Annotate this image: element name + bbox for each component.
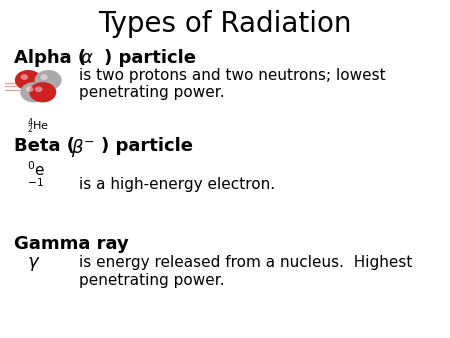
- Text: is two protons and two neutrons; lowest
penetrating power.: is two protons and two neutrons; lowest …: [79, 68, 385, 100]
- Circle shape: [26, 87, 33, 92]
- Circle shape: [21, 74, 28, 80]
- Text: $^{-1}$: $^{-1}$: [27, 179, 44, 194]
- Text: is a high-energy electron.: is a high-energy electron.: [79, 177, 275, 192]
- Text: $\alpha$: $\alpha$: [80, 49, 94, 67]
- Text: Alpha (: Alpha (: [14, 49, 86, 67]
- Circle shape: [35, 70, 62, 90]
- Text: $\beta^{-}$: $\beta^{-}$: [71, 137, 95, 159]
- Circle shape: [20, 82, 47, 102]
- Text: ) particle: ) particle: [101, 137, 193, 155]
- Circle shape: [35, 87, 42, 92]
- Text: Types of Radiation: Types of Radiation: [98, 10, 352, 38]
- Text: is energy released from a nucleus.  Highest
penetrating power.: is energy released from a nucleus. Highe…: [79, 255, 412, 288]
- Text: ) particle: ) particle: [104, 49, 195, 67]
- Text: $\gamma$: $\gamma$: [27, 255, 40, 273]
- Circle shape: [40, 74, 48, 80]
- Text: $^{4}_{2}$He: $^{4}_{2}$He: [27, 117, 49, 136]
- Circle shape: [29, 82, 56, 102]
- Text: Beta (: Beta (: [14, 137, 75, 155]
- Circle shape: [15, 70, 42, 90]
- Text: $^{0}$e: $^{0}$e: [27, 161, 45, 179]
- Text: Gamma ray: Gamma ray: [14, 235, 128, 253]
